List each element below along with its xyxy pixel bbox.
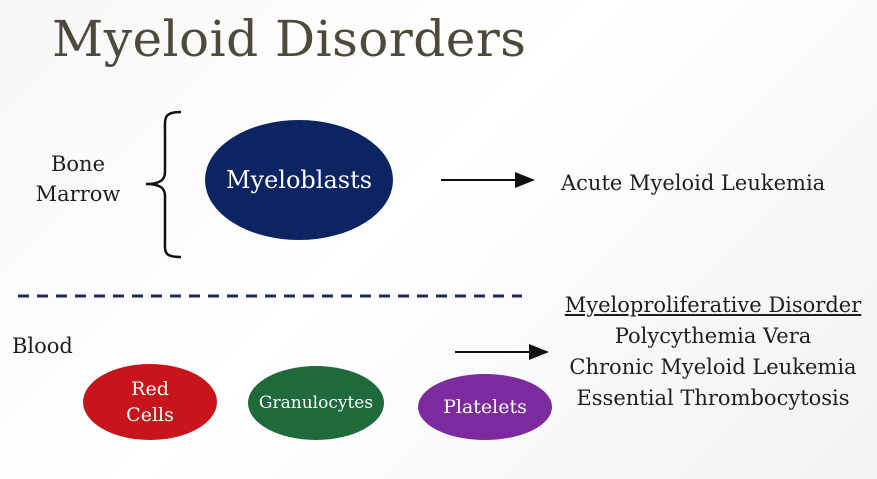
myeloblasts-node: Myeloblasts [205, 120, 393, 240]
granulocytes-node: Granulocytes [248, 366, 384, 440]
red-cells-label-line1: Red [131, 378, 169, 400]
slide-title: Myeloid Disorders [52, 10, 527, 68]
platelets-label: Platelets [443, 396, 527, 418]
mpd-item: Chronic Myeloid Leukemia [569, 355, 857, 379]
myeloblasts-label: Myeloblasts [225, 166, 373, 194]
aml-outcome: Acute Myeloid Leukemia [561, 171, 826, 195]
curly-brace [145, 110, 182, 259]
mpd-item: Polycythemia Vera [614, 324, 812, 348]
red-cells-label-line2: Cells [126, 404, 174, 426]
blood-label: Blood [12, 334, 73, 358]
mpd-outcome-list: Myeloproliferative Disorder Polycythemia… [553, 290, 873, 414]
mpd-heading: Myeloproliferative Disorder [564, 293, 862, 317]
marrow-label-line: Marrow [35, 182, 121, 206]
red-cells-node: Red Cells [83, 364, 217, 440]
platelets-node: Platelets [418, 374, 552, 440]
bone-label-line: Bone [50, 152, 106, 176]
mpd-item: Essential Thrombocytosis [576, 386, 850, 410]
granulocytes-label: Granulocytes [258, 393, 374, 413]
bone-marrow-label: Bone Marrow [28, 149, 128, 209]
